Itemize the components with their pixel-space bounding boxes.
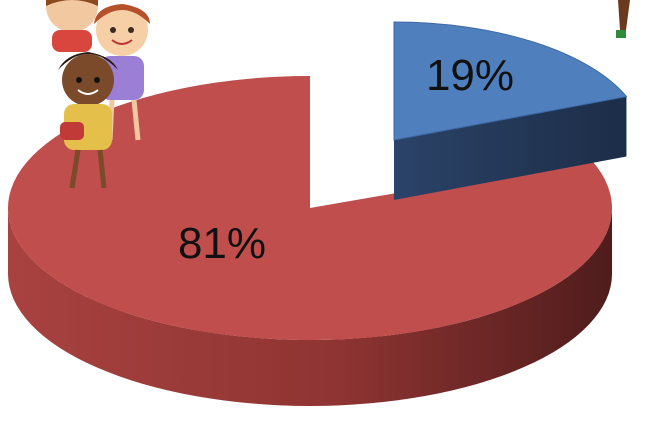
pie-slice-19 — [393, 21, 628, 141]
cartoon-kids-icon — [46, 0, 150, 189]
pie-slice-19-side — [394, 96, 627, 200]
cartoon-child-leg-icon — [616, 0, 630, 38]
pie-slice-81-side — [8, 208, 612, 406]
pie-slice-81 — [7, 76, 612, 340]
slice-label-19: 19% — [426, 51, 514, 100]
slice-label-81: 81% — [178, 219, 266, 268]
